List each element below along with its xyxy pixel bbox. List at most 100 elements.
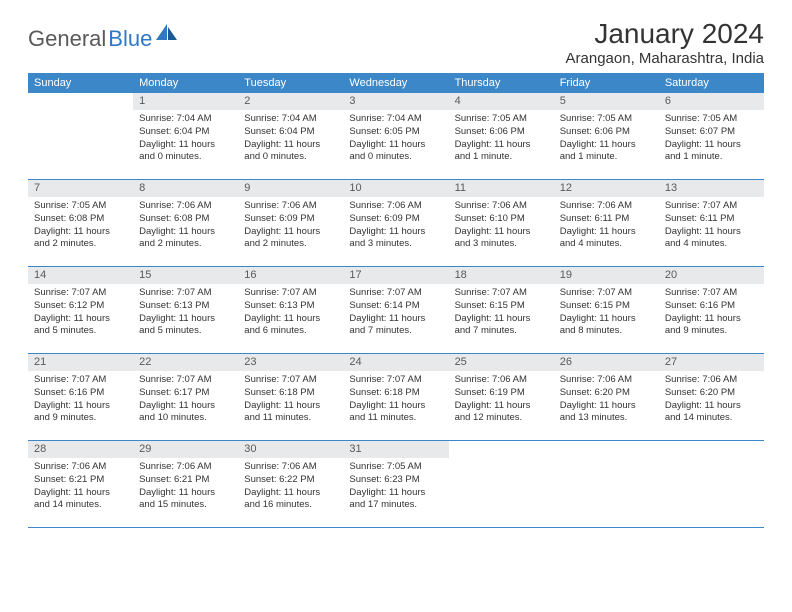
day-number: 22 [133, 354, 238, 371]
location: Arangaon, Maharashtra, India [566, 50, 764, 67]
day-cell: 27Sunrise: 7:06 AMSunset: 6:20 PMDayligh… [659, 354, 764, 440]
sunset-line: Sunset: 6:12 PM [34, 300, 127, 313]
sunset-line: Sunset: 6:13 PM [244, 300, 337, 313]
sunset-line: Sunset: 6:16 PM [34, 387, 127, 400]
sunrise-line: Sunrise: 7:06 AM [139, 461, 232, 474]
sunset-line: Sunset: 6:21 PM [34, 474, 127, 487]
day-cell: 16Sunrise: 7:07 AMSunset: 6:13 PMDayligh… [238, 267, 343, 353]
day-cell: 12Sunrise: 7:06 AMSunset: 6:11 PMDayligh… [554, 180, 659, 266]
daylight-line: Daylight: 11 hours and 7 minutes. [455, 313, 548, 339]
sunrise-line: Sunrise: 7:04 AM [349, 113, 442, 126]
day-cell: 9Sunrise: 7:06 AMSunset: 6:09 PMDaylight… [238, 180, 343, 266]
sunrise-line: Sunrise: 7:06 AM [34, 461, 127, 474]
day-cell [28, 93, 133, 179]
sunset-line: Sunset: 6:06 PM [455, 126, 548, 139]
day-details: Sunrise: 7:05 AMSunset: 6:07 PMDaylight:… [659, 110, 764, 170]
sunrise-line: Sunrise: 7:06 AM [665, 374, 758, 387]
day-number: 27 [659, 354, 764, 371]
day-number: 25 [449, 354, 554, 371]
day-details [554, 458, 659, 467]
day-cell: 19Sunrise: 7:07 AMSunset: 6:15 PMDayligh… [554, 267, 659, 353]
sunrise-line: Sunrise: 7:07 AM [349, 287, 442, 300]
daylight-line: Daylight: 11 hours and 14 minutes. [665, 400, 758, 426]
sunrise-line: Sunrise: 7:07 AM [244, 287, 337, 300]
daylight-line: Daylight: 11 hours and 3 minutes. [455, 226, 548, 252]
day-cell [659, 441, 764, 527]
sunset-line: Sunset: 6:19 PM [455, 387, 548, 400]
daylight-line: Daylight: 11 hours and 16 minutes. [244, 487, 337, 513]
day-number: 10 [343, 180, 448, 197]
day-number: 14 [28, 267, 133, 284]
day-details [28, 110, 133, 119]
sunset-line: Sunset: 6:11 PM [665, 213, 758, 226]
brand-part1: General [28, 26, 106, 52]
calendar-page: GeneralBlue January 2024 Arangaon, Mahar… [0, 0, 792, 538]
day-details: Sunrise: 7:07 AMSunset: 6:16 PMDaylight:… [659, 284, 764, 344]
daylight-line: Daylight: 11 hours and 11 minutes. [244, 400, 337, 426]
sunrise-line: Sunrise: 7:05 AM [455, 113, 548, 126]
sunrise-line: Sunrise: 7:07 AM [349, 374, 442, 387]
day-number: 4 [449, 93, 554, 110]
week-row: 28Sunrise: 7:06 AMSunset: 6:21 PMDayligh… [28, 441, 764, 528]
day-details: Sunrise: 7:07 AMSunset: 6:18 PMDaylight:… [343, 371, 448, 431]
day-number: 5 [554, 93, 659, 110]
day-details: Sunrise: 7:06 AMSunset: 6:20 PMDaylight:… [659, 371, 764, 431]
brand-part2: Blue [108, 26, 152, 52]
day-details: Sunrise: 7:05 AMSunset: 6:23 PMDaylight:… [343, 458, 448, 518]
day-number: 30 [238, 441, 343, 458]
day-cell: 30 Sunrise: 7:06 AMSunset: 6:22 PMDayligh… [238, 441, 343, 527]
sunrise-line: Sunrise: 7:06 AM [560, 200, 653, 213]
day-details [659, 458, 764, 467]
daylight-line: Daylight: 11 hours and 7 minutes. [349, 313, 442, 339]
sail-icon [156, 24, 178, 47]
day-details: Sunrise: 7:04 AMSunset: 6:04 PMDaylight:… [133, 110, 238, 170]
daylight-line: Daylight: 11 hours and 3 minutes. [349, 226, 442, 252]
day-number: 28 [28, 441, 133, 458]
sunset-line: Sunset: 6:23 PM [349, 474, 442, 487]
day-details: Sunrise: 7:07 AMSunset: 6:13 PMDaylight:… [133, 284, 238, 344]
day-cell: 20Sunrise: 7:07 AMSunset: 6:16 PMDayligh… [659, 267, 764, 353]
sunrise-line: Sunrise: 7:07 AM [244, 374, 337, 387]
sunrise-line: Sunrise: 7:05 AM [34, 200, 127, 213]
day-number: 8 [133, 180, 238, 197]
day-number: 23 [238, 354, 343, 371]
sunset-line: Sunset: 6:06 PM [560, 126, 653, 139]
day-details: Sunrise: 7:06 AMSunset: 6:09 PMDaylight:… [238, 197, 343, 257]
daylight-line: Daylight: 11 hours and 1 minute. [560, 139, 653, 165]
day-details: Sunrise: 7:06 AMSunset: 6:20 PMDaylight:… [554, 371, 659, 431]
day-number [659, 441, 764, 458]
day-details: Sunrise: 7:05 AMSunset: 6:08 PMDaylight:… [28, 197, 133, 257]
sunset-line: Sunset: 6:15 PM [455, 300, 548, 313]
weekday-header-row: SundayMondayTuesdayWednesdayThursdayFrid… [28, 73, 764, 93]
daylight-line: Daylight: 11 hours and 0 minutes. [139, 139, 232, 165]
day-number: 31 [343, 441, 448, 458]
weekday-header: Friday [554, 73, 659, 93]
day-number: 2 [238, 93, 343, 110]
day-details: Sunrise: 7:06 AMSunset: 6:08 PMDaylight:… [133, 197, 238, 257]
week-row: 21Sunrise: 7:07 AMSunset: 6:16 PMDayligh… [28, 354, 764, 441]
sunrise-line: Sunrise: 7:07 AM [139, 374, 232, 387]
sunrise-line: Sunrise: 7:07 AM [34, 374, 127, 387]
sunrise-line: Sunrise: 7:06 AM [244, 461, 337, 474]
sunset-line: Sunset: 6:15 PM [560, 300, 653, 313]
sunset-line: Sunset: 6:22 PM [244, 474, 337, 487]
daylight-line: Daylight: 11 hours and 5 minutes. [139, 313, 232, 339]
sunset-line: Sunset: 6:04 PM [244, 126, 337, 139]
day-number: 13 [659, 180, 764, 197]
daylight-line: Daylight: 11 hours and 1 minute. [455, 139, 548, 165]
day-details: Sunrise: 7:07 AMSunset: 6:18 PMDaylight:… [238, 371, 343, 431]
day-number [449, 441, 554, 458]
day-cell: 26Sunrise: 7:06 AMSunset: 6:20 PMDayligh… [554, 354, 659, 440]
day-number [28, 93, 133, 110]
day-details: Sunrise: 7:06 AMSunset: 6:10 PMDaylight:… [449, 197, 554, 257]
sunrise-line: Sunrise: 7:05 AM [560, 113, 653, 126]
daylight-line: Daylight: 11 hours and 17 minutes. [349, 487, 442, 513]
day-cell: 10Sunrise: 7:06 AMSunset: 6:09 PMDayligh… [343, 180, 448, 266]
sunset-line: Sunset: 6:18 PM [244, 387, 337, 400]
daylight-line: Daylight: 11 hours and 2 minutes. [244, 226, 337, 252]
day-number: 16 [238, 267, 343, 284]
day-details: Sunrise: 7:07 AMSunset: 6:16 PMDaylight:… [28, 371, 133, 431]
day-number: 1 [133, 93, 238, 110]
day-details [449, 458, 554, 467]
sunrise-line: Sunrise: 7:07 AM [455, 287, 548, 300]
